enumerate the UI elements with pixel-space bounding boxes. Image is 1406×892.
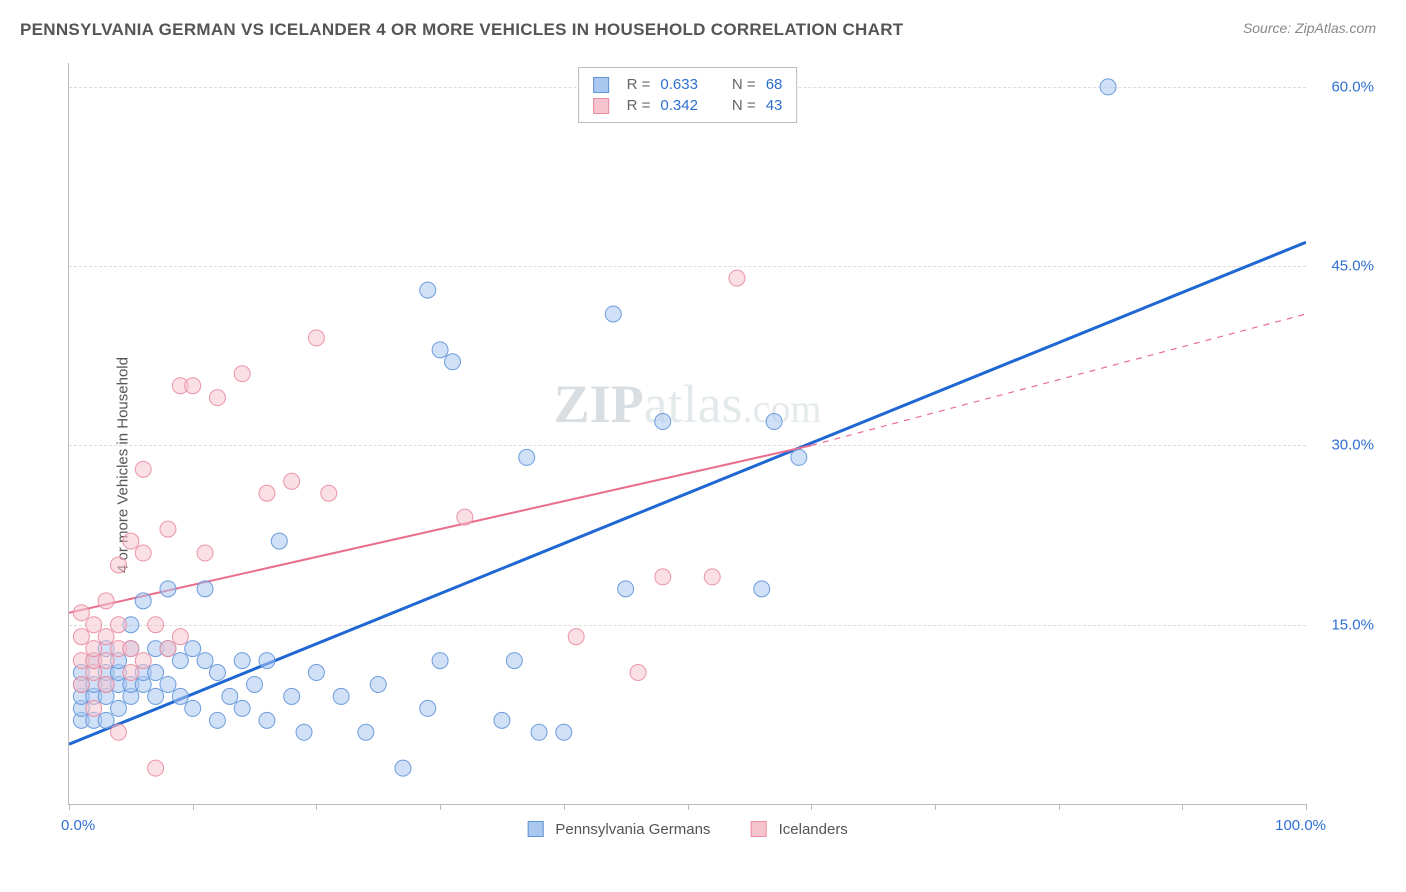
n-label: N = [732, 97, 756, 114]
source-label: Source: ZipAtlas.com [1243, 20, 1376, 36]
legend-label-ic: Icelanders [779, 821, 848, 838]
y-tick-label: 15.0% [1331, 616, 1374, 633]
r-value-ic: 0.342 [660, 97, 698, 114]
y-tick-label: 60.0% [1331, 78, 1374, 95]
legend-item-ic: Icelanders [750, 821, 847, 838]
swatch-ic [593, 98, 609, 114]
stats-legend-box: R = 0.633 N = 68 R = 0.342 N = 43 [578, 67, 798, 123]
n-value-pg: 68 [766, 76, 783, 93]
series-legend: Pennsylvania Germans Icelanders [527, 821, 848, 838]
legend-label-pg: Pennsylvania Germans [555, 821, 710, 838]
x-axis-max-label: 100.0% [1275, 817, 1326, 834]
legend-item-pg: Pennsylvania Germans [527, 821, 710, 838]
swatch-pg [593, 77, 609, 93]
n-value-ic: 43 [766, 97, 783, 114]
swatch-pg-icon [527, 821, 543, 837]
stats-row-ic: R = 0.342 N = 43 [593, 95, 783, 116]
r-value-pg: 0.633 [660, 76, 698, 93]
y-tick-label: 30.0% [1331, 437, 1374, 454]
stats-row-pg: R = 0.633 N = 68 [593, 74, 783, 95]
y-tick-label: 45.0% [1331, 258, 1374, 275]
x-axis-min-label: 0.0% [61, 817, 95, 834]
scatter-svg [69, 63, 1306, 804]
swatch-ic-icon [750, 821, 766, 837]
r-label: R = [627, 76, 651, 93]
chart-area: 4 or more Vehicles in Household ZIPatlas… [20, 55, 1386, 875]
plot-region: ZIPatlas.com R = 0.633 N = 68 R = 0.342 … [68, 63, 1306, 805]
r-label: R = [627, 97, 651, 114]
chart-title: PENNSYLVANIA GERMAN VS ICELANDER 4 OR MO… [20, 20, 903, 40]
n-label: N = [732, 76, 756, 93]
